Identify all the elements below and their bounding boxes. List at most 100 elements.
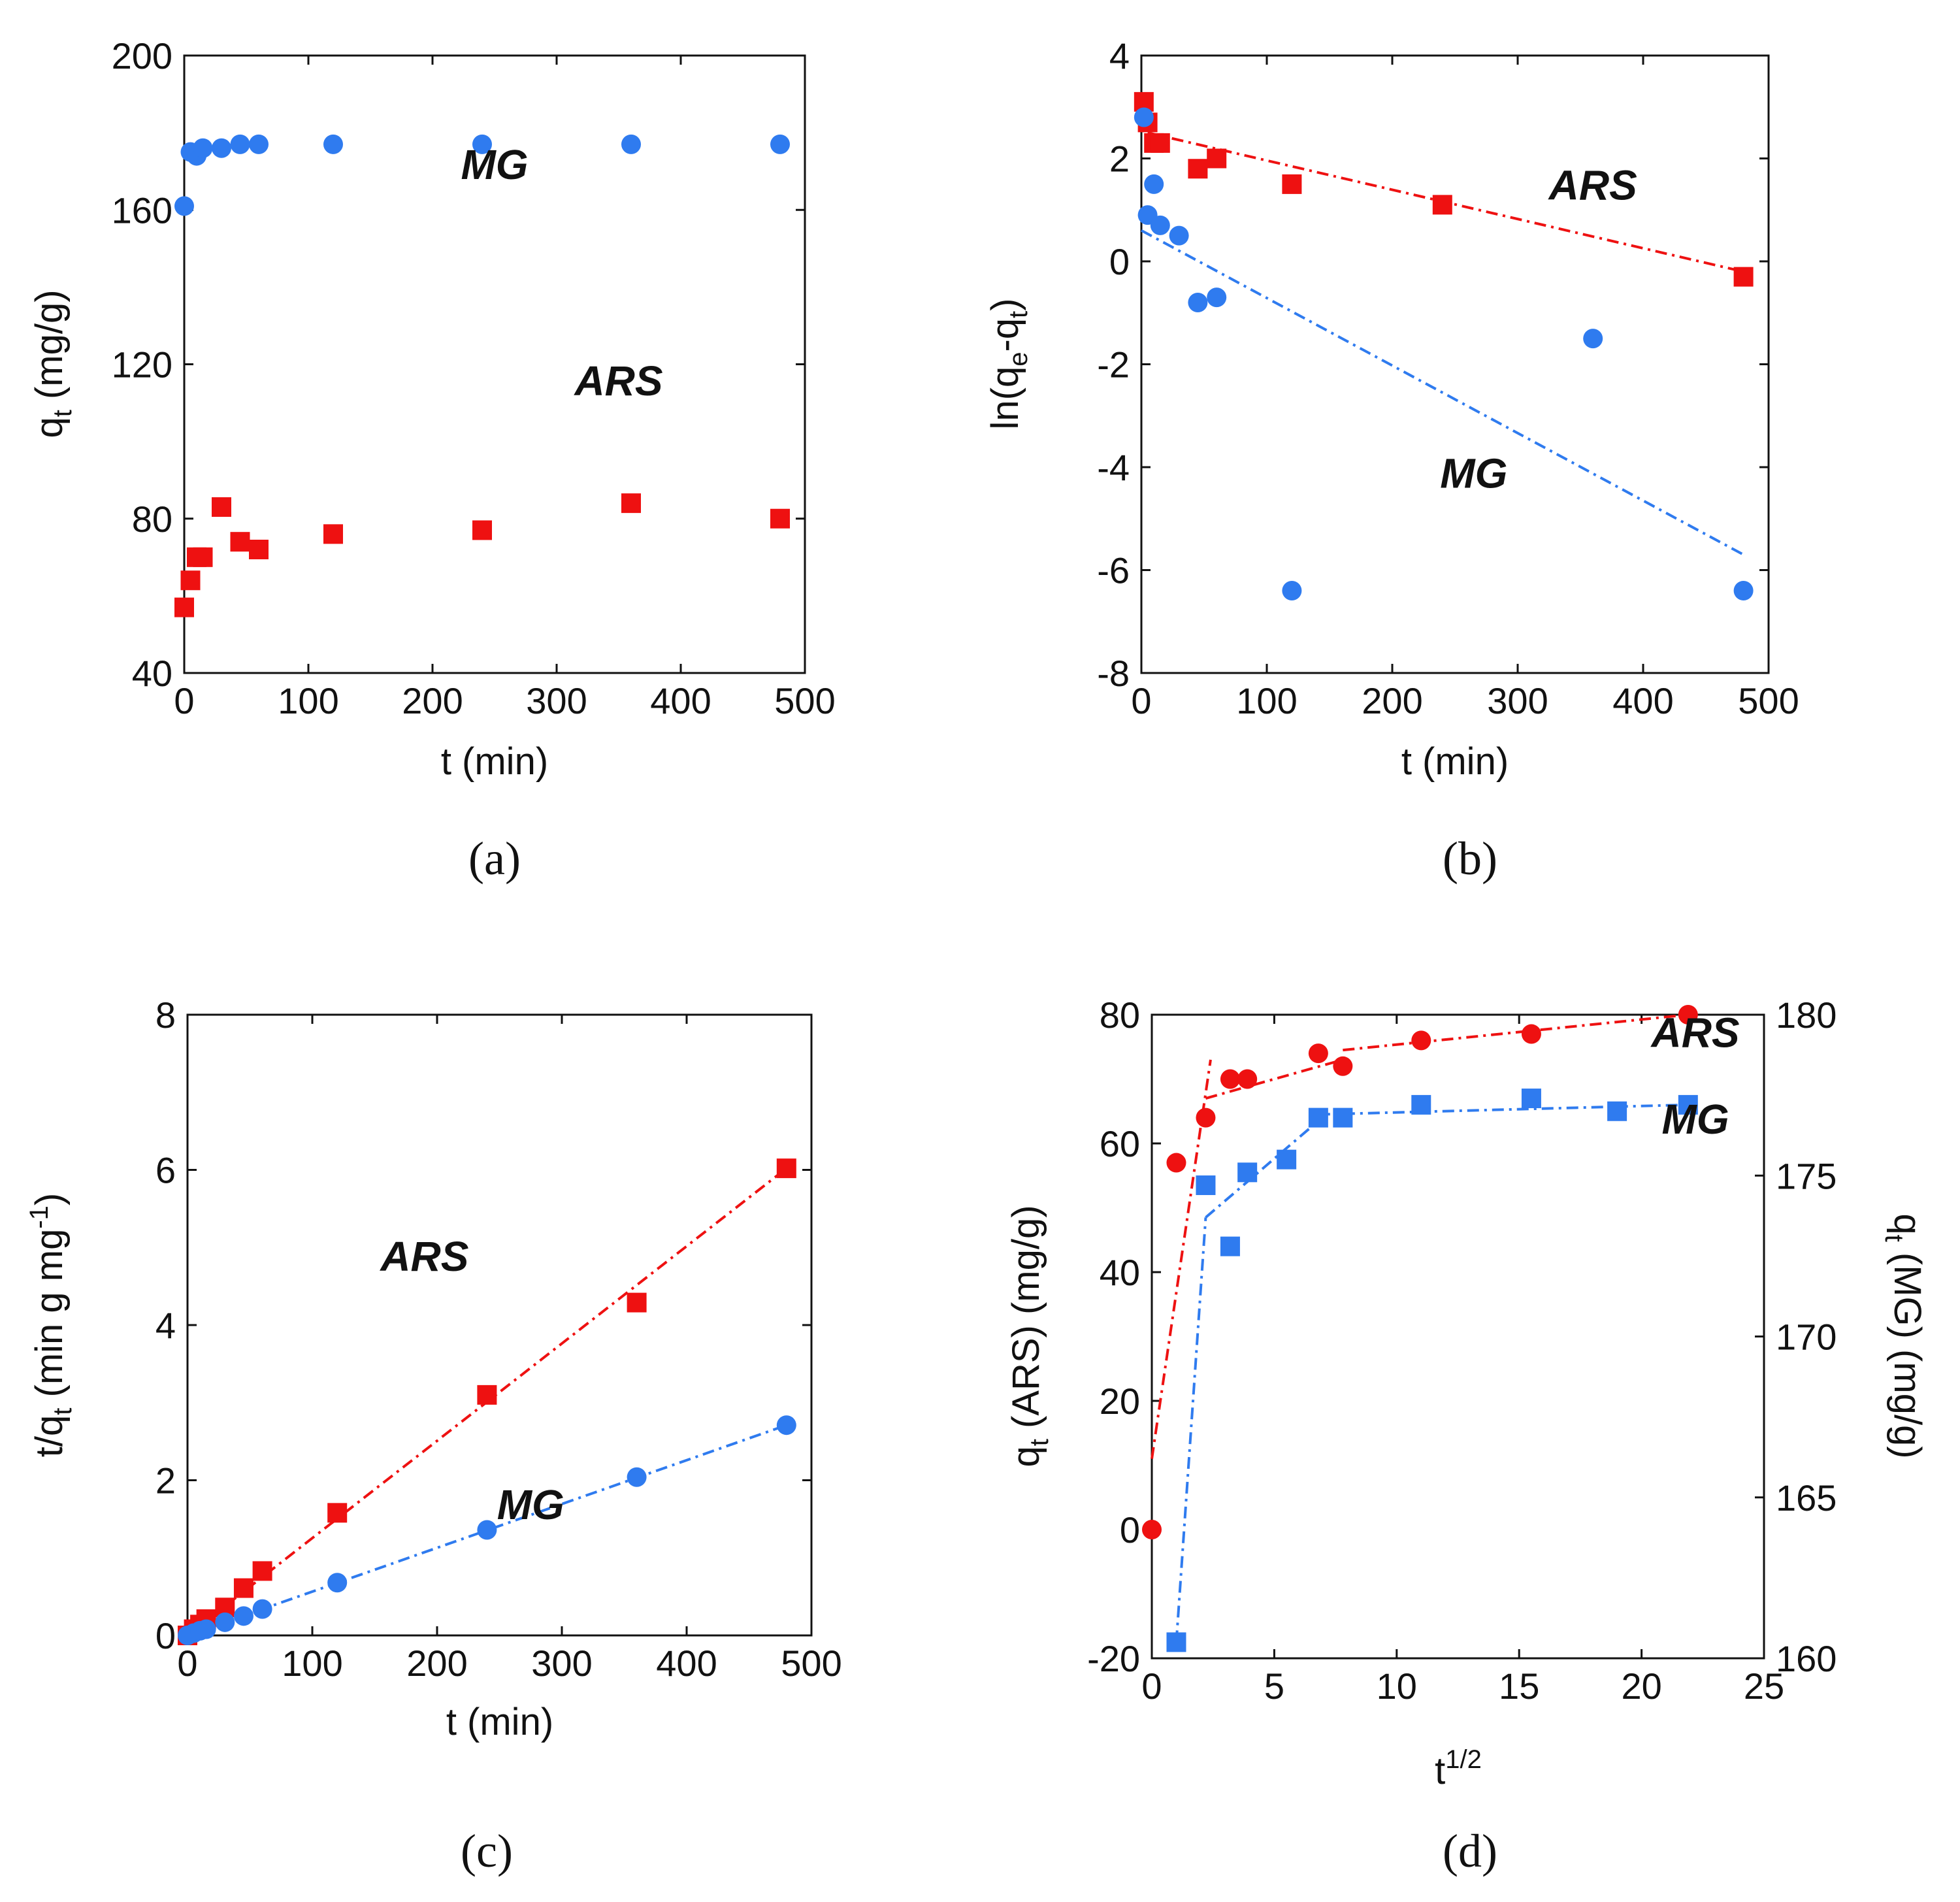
fit-line-mg-d [1318, 1103, 1688, 1116]
y-label-end-c: ) [28, 1193, 71, 1205]
y-tick-label-a: 80 [132, 499, 172, 540]
y-label-sub2-b: t [1004, 311, 1033, 318]
data-point-mg-a [249, 134, 269, 154]
y-tick-label-b: -6 [1097, 550, 1130, 591]
plot-frame-c [186, 1013, 813, 1637]
x-tick-label-c: 100 [282, 1643, 342, 1684]
data-point-ars-d [1237, 1069, 1258, 1089]
y-tick-label-b: -2 [1097, 344, 1130, 385]
x-tick-label-a: 200 [402, 680, 463, 721]
series-labels-a: MG ARS [461, 141, 662, 404]
x-axis-label-a: t (min) [441, 740, 548, 783]
data-point-ars-d [1678, 1005, 1698, 1025]
x-tick-label-b: 100 [1236, 680, 1297, 721]
data-point-ars-b [1188, 159, 1208, 179]
data-point-ars-d [1333, 1056, 1353, 1076]
x-tick-label-a: 300 [526, 680, 587, 721]
series-label-ars-a: ARS [573, 357, 662, 404]
fit-line-mg-d [1175, 1217, 1207, 1643]
y-tick-label-c: 0 [155, 1615, 176, 1656]
x-tick-label-c: 200 [406, 1643, 467, 1684]
y-tick-label-d: 40 [1100, 1252, 1140, 1293]
caption-a: (a) [468, 832, 521, 885]
data-point-mg-d [1333, 1107, 1353, 1128]
data-point-ars-a [180, 570, 201, 591]
data-point-mg-b [1144, 174, 1164, 194]
y-tick-label-a: 40 [132, 653, 172, 694]
y-label-sub-a: t [48, 410, 77, 417]
tick-labels-a: 0 100 200 300 400 500 40 80 120 160 200 [112, 35, 836, 721]
panel-b: 0 100 200 300 400 500 -8 -6 -4 -2 0 2 4 ARS MG t (min… [984, 35, 1799, 885]
data-point-mg-d [1277, 1149, 1297, 1170]
y-label-sub-d: t [1025, 1439, 1054, 1446]
x-tick-label-c: 500 [781, 1643, 841, 1684]
data-point-ars-a [323, 524, 343, 544]
series-label-ars-c: ARS [379, 1233, 468, 1280]
data-point-mg-b [1207, 287, 1227, 308]
x-axis-label-c: t (min) [446, 1701, 553, 1743]
y-label-rest-c: (min g mg [28, 1229, 71, 1408]
tick-labels-c: 0 100 200 300 400 500 0 2 4 6 8 [155, 994, 842, 1684]
data-point-mg-d [1521, 1089, 1541, 1109]
data-point-mg-c [196, 1619, 216, 1639]
series-label-mg-b: MG [1440, 450, 1507, 497]
y-tick-label-b: 0 [1109, 241, 1130, 282]
series-label-mg-c: MG [497, 1481, 564, 1528]
x-label-main-d: t [1435, 1750, 1445, 1792]
data-point-mg-c [627, 1467, 647, 1487]
data-point-mg-c [327, 1573, 348, 1593]
x-tick-label-a: 400 [650, 680, 711, 721]
y-label-main-d: q [1005, 1446, 1047, 1467]
caption-b: (b) [1443, 832, 1497, 885]
data-point-ars-a [249, 540, 269, 559]
data-point-mg-a [472, 134, 492, 154]
caption-c: (c) [461, 1825, 513, 1877]
data-point-mg-d [1678, 1094, 1698, 1115]
series-label-ars-d: ARS [1650, 1009, 1739, 1056]
panel-c: 0 100 200 300 400 500 0 2 4 6 8 ARS MG t (min) t/qt… [25, 994, 842, 1877]
x-label-sup-d: 1/2 [1445, 1745, 1482, 1774]
y-tick-label-d: 60 [1100, 1123, 1140, 1164]
data-point-mg-a [193, 138, 213, 158]
series-labels-b: ARS MG [1440, 162, 1637, 497]
y-tick-label-d: -20 [1087, 1638, 1140, 1679]
y2-tick-label-d: 165 [1776, 1477, 1837, 1518]
data-point-mg-b [1150, 215, 1170, 235]
data-point-ars-d [1521, 1024, 1541, 1044]
data-point-ars-a [770, 508, 790, 529]
data-point-mg-b [1282, 581, 1302, 600]
y-axis-label-c: t/qt (min g mg-1) [25, 1193, 77, 1457]
y2-label-main-d: q [1886, 1213, 1929, 1234]
data-point-mg-d [1308, 1107, 1328, 1128]
y-tick-label-d: 20 [1100, 1381, 1140, 1422]
y2-axis-label-d: qt (MG) (mg/g) [1880, 1213, 1929, 1458]
y2-label-rest-d: (MG) (mg/g) [1886, 1242, 1929, 1459]
x-axis-label-b: t (min) [1401, 740, 1509, 783]
x-tick-label-a: 500 [774, 680, 835, 721]
data-point-ars-d [1196, 1107, 1216, 1128]
fit-line-mg-b [1141, 229, 1744, 556]
data-point-ars-d [1166, 1153, 1186, 1173]
series-label-mg-a: MG [461, 141, 528, 188]
data-point-ars-a [174, 597, 194, 617]
y-tick-label-c: 8 [155, 994, 176, 1036]
y-label-main-b: ln(q [984, 367, 1026, 430]
data-point-mg-a [230, 134, 250, 154]
y-tick-label-c: 2 [155, 1460, 176, 1501]
data-point-mg-b [1188, 293, 1208, 312]
x-tick-label-d: 10 [1377, 1665, 1417, 1707]
data-point-mg-a [770, 134, 790, 154]
y-tick-label-d: 80 [1100, 994, 1140, 1036]
y-tick-label-a: 160 [112, 189, 172, 231]
data-point-ars-b [1207, 148, 1227, 169]
data-point-mg-d [1237, 1162, 1258, 1183]
data-point-mg-c [233, 1606, 253, 1626]
data-point-ars-c [776, 1158, 796, 1179]
fit-line-ars-d [1151, 1059, 1212, 1459]
x-tick-label-d: 25 [1744, 1665, 1784, 1707]
series-labels-c: ARS MG [379, 1233, 564, 1528]
data-point-ars-a [193, 547, 213, 567]
